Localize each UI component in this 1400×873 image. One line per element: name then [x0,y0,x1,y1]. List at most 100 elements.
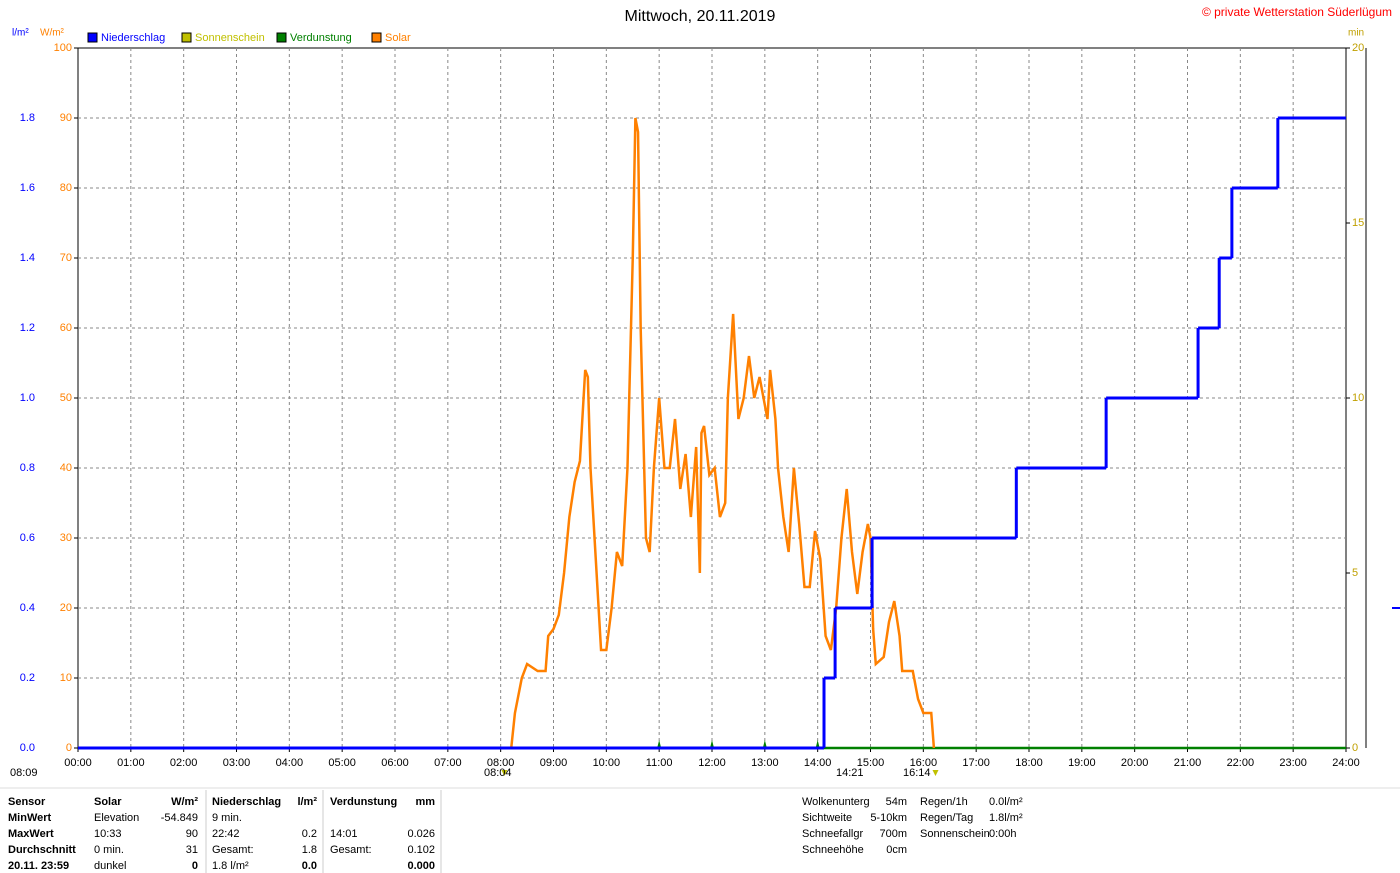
series-marker [501,770,508,776]
x-tick-label: 05:00 [328,757,356,769]
stats-cell: Schneehöhe [802,844,864,856]
y2-tick-label: 90 [60,112,72,124]
stats-cell: Sensor [8,796,46,808]
stats-cell: 0.0l/m² [989,796,1023,808]
x-tick-label: 07:00 [434,757,462,769]
y2-tick-label: 20 [60,602,72,614]
y-tick-label: 1.0 [20,392,35,404]
x-tick-label: 21:00 [1174,757,1202,769]
stats-cell: 0 [191,860,198,872]
y-tick-label: 0.8 [20,462,35,474]
stats-cell: Sichtweite [802,812,853,824]
stats-cell: 22:42 [212,828,240,840]
legend-label: Solar [385,32,411,44]
y3-tick-label: 20 [1352,42,1364,54]
x-tick-label: 02:00 [170,757,198,769]
series-marker [932,770,939,776]
copyright: © private Wetterstation Süderlügum [1202,5,1392,19]
stats-cell: Verdunstung [330,796,398,808]
y2-tick-label: 80 [60,182,72,194]
annotation: 14:21 [836,767,864,779]
x-tick-label: 23:00 [1279,757,1307,769]
y-tick-label: 1.2 [20,322,35,334]
stats-cell: dunkel [94,860,127,872]
chart-title: Mittwoch, 20.11.2019 [625,8,776,25]
y-tick-label: 0.6 [20,532,35,544]
x-tick-label: 09:00 [540,757,568,769]
stats-cell: W/m² [171,796,198,808]
stats-cell: Regen/1h [920,796,968,808]
legend-label: Niederschlag [101,32,165,44]
stats-cell: 1.8 l/m² [212,860,249,872]
y-tick-label: 1.8 [20,112,35,124]
series-marker [815,740,820,748]
x-tick-label: 06:00 [381,757,409,769]
y3-tick-label: 10 [1352,392,1364,404]
legend-label: Verdunstung [290,32,352,44]
stats-cell: Schneefallgr [802,828,864,840]
stats-cell: 5-10km [870,812,907,824]
stats-cell: 10:33 [94,828,122,840]
y2-tick-label: 40 [60,462,72,474]
stats-cell: 31 [185,844,198,856]
stats-cell: MaxWert [8,828,54,840]
stats-cell: 1.8 [301,844,317,856]
stats-cell: 0:00h [989,828,1017,840]
stats-cell: 0cm [886,844,907,856]
stats-cell: 0.2 [301,828,317,840]
y2-tick-label: 50 [60,392,72,404]
y-tick-label: 0.0 [20,742,35,754]
series-marker [710,740,714,748]
legend-label: Sonnenschein [195,32,265,44]
y2-tick-label: 0 [66,742,72,754]
y2-tick-label: 10 [60,672,72,684]
stats-cell: Gesamt: [212,844,254,856]
legend-swatch [87,32,98,43]
stats-cell: 9 min. [212,812,242,824]
y-tick-label: 1.4 [20,252,35,264]
x-tick-label: 17:00 [962,757,990,769]
series-marker [762,740,767,748]
stats-cell: Regen/Tag [920,812,974,824]
stats-cell: 700m [879,828,907,840]
stats-cell: Durchschnitt [8,844,76,856]
x-tick-label: 24:00 [1332,757,1360,769]
x-tick-label: 16:00 [910,757,938,769]
x-tick-label: 12:00 [698,757,726,769]
y2-tick-label: 60 [60,322,72,334]
stats-cell: l/m² [297,796,317,808]
x-tick-label: 00:00 [64,757,92,769]
y3-tick-label: 15 [1352,217,1364,229]
x-tick-label: 11:00 [646,757,673,769]
annotation: 16:14 [903,767,931,779]
x-tick-label: 19:00 [1068,757,1096,769]
x-tick-label: 15:00 [857,757,885,769]
stats-cell: 20.11. 23:59 [8,860,70,872]
stats-cell: Elevation [94,812,140,824]
stats-cell: mm [415,796,435,808]
stats-cell: Niederschlag [212,796,282,808]
stats-cell: 90 [185,828,198,840]
annotation: 08:09 [10,767,38,779]
stats-cell: 0.102 [407,844,435,856]
x-tick-label: 20:00 [1121,757,1149,769]
stats-cell: 14:01 [330,828,358,840]
stats-cell: 0 min. [94,844,124,856]
series-line [78,117,936,750]
y-tick-label: 0.2 [20,672,35,684]
y3-tick-label: 0 [1352,742,1358,754]
x-tick-label: 13:00 [751,757,779,769]
y-unit: l/m² [12,28,29,39]
annotation: 08:04 [484,767,512,779]
x-tick-label: 14:00 [804,757,832,769]
stats-cell: 0.0 [301,860,317,872]
stats-cell: Wolkenunterg [802,796,870,808]
x-tick-label: 01:00 [117,757,145,769]
legend-swatch [276,32,287,43]
stats-cell: -54.849 [160,812,198,824]
stats-cell: Sonnenschein [920,828,990,840]
y2-tick-label: 30 [60,532,72,544]
stats-cell: MinWert [8,812,52,824]
x-tick-label: 04:00 [276,757,304,769]
